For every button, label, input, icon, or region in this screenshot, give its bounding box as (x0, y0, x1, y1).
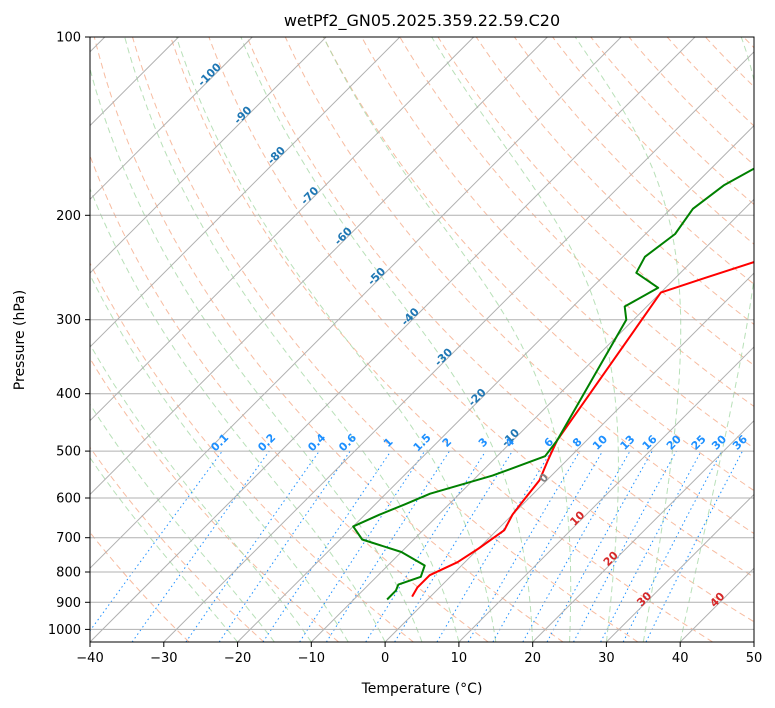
isotherm-gridline (532, 419, 754, 642)
dry-adiabat-line (90, 446, 265, 642)
y-tick-label: 200 (56, 209, 81, 224)
isotherm-gridline (90, 37, 548, 496)
mixing-ratio-line (131, 450, 270, 642)
mixing-ratio-line (299, 450, 426, 642)
isotherm-gridline (90, 37, 475, 422)
profile-line (411, 261, 754, 598)
dry-adiabat-line (90, 262, 414, 642)
dry-adiabat-line (399, 37, 754, 408)
mixing-ratio-line (436, 450, 552, 642)
chart-title: wetPf2_GN05.2025.359.22.59.C20 (284, 11, 560, 31)
mixing-ratio-line (365, 450, 487, 642)
y-tick-label: 600 (56, 492, 81, 507)
y-tick-label: 1000 (48, 623, 81, 638)
x-tick-label: 50 (746, 651, 763, 666)
x-tick-label: 30 (598, 651, 615, 666)
moist-adiabat-line (175, 37, 497, 642)
moist-adiabats (90, 37, 754, 642)
isotherm-gridline (90, 37, 401, 348)
dry-adiabat-line (437, 37, 754, 366)
mixing-ratio-line (90, 450, 223, 632)
isotherm-gridline (90, 37, 327, 274)
dry-adiabat-line (323, 37, 754, 492)
dry-adiabat-line (513, 37, 754, 285)
x-tick-label: −10 (298, 651, 325, 666)
x-tick-label: 0 (381, 651, 389, 666)
y-axis-ticks: 100 200 300 400 500 600 700 800 900 1000 (48, 31, 90, 638)
dry-adiabat-line (208, 37, 754, 623)
moist-adiabat-line (431, 37, 619, 642)
isotherm-gridline (90, 37, 696, 642)
moist-adiabat-line (90, 273, 349, 642)
moist-adiabat-line (679, 37, 754, 642)
y-tick-label: 400 (56, 387, 81, 402)
moist-adiabat-line (124, 37, 460, 642)
mixing-ratio-line (492, 450, 604, 642)
dry-adiabat-line (628, 37, 754, 166)
dry-adiabat-line (284, 37, 754, 535)
y-tick-label: 300 (56, 313, 81, 328)
isotherm-gridline (163, 51, 754, 642)
y-tick-label: 500 (56, 445, 81, 460)
mixing-ratio-line (467, 450, 581, 642)
isotherm-gridline (384, 272, 754, 642)
dry-adiabat-line (170, 37, 713, 642)
plot-frame (89, 36, 755, 643)
dry-adiabat-line (246, 37, 754, 578)
dry-adiabat-line (93, 37, 564, 642)
moist-adiabat-line (322, 37, 572, 642)
profile-line (352, 167, 754, 601)
isotherm-gridline (458, 346, 754, 642)
mixing-ratio-line (394, 450, 513, 642)
moist-adiabat-line (90, 456, 238, 642)
mixing-ratio-line (522, 450, 631, 642)
x-tick-label: −30 (150, 651, 177, 666)
y-tick-label: 900 (56, 596, 81, 611)
isotherm-gridline (90, 37, 253, 201)
moist-adiabat-line (90, 403, 275, 642)
moist-adiabat-line (574, 37, 682, 642)
isotherm-gridline (237, 124, 754, 642)
y-tick-label: 700 (56, 531, 81, 546)
y-tick-label: 800 (56, 566, 81, 581)
x-axis-title: Temperature (°C) (361, 681, 483, 697)
profile-series (352, 167, 754, 601)
isotherm-gridline (90, 37, 622, 569)
dry-adiabat-line (132, 37, 639, 642)
isotherm-gridline (606, 493, 754, 642)
x-tick-label: 10 (451, 651, 468, 666)
x-tick-label: −40 (76, 651, 103, 666)
x-tick-label: 40 (672, 651, 689, 666)
moist-adiabat-line (240, 37, 534, 642)
isobar-gridlines (90, 37, 754, 630)
y-axis-title: Pressure (hPa) (12, 290, 28, 390)
moist-adiabat-line (90, 187, 386, 642)
x-tick-label: −20 (224, 651, 251, 666)
x-axis-ticks: −40 −30 −20 −10 0 10 20 30 40 50 (76, 642, 762, 666)
x-tick-label: 20 (524, 651, 541, 666)
y-tick-label: 100 (56, 31, 81, 46)
mixing-ratio-line (573, 450, 677, 642)
mixing-ratio-line (185, 450, 320, 642)
